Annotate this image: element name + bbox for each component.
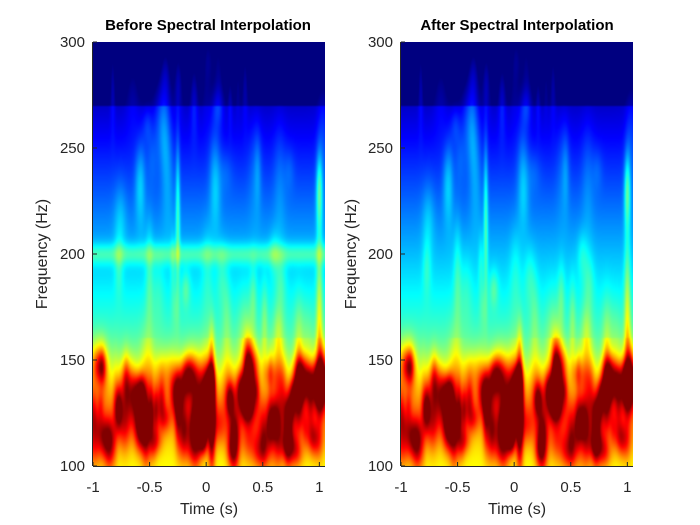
- panel-title: Before Spectral Interpolation: [105, 17, 311, 34]
- x-tick-label: -1: [394, 479, 407, 496]
- y-tick-label: 250: [368, 140, 393, 157]
- panel-before: Before Spectral Interpolation -1 -0.5 0 0.5…: [34, 17, 325, 518]
- axes: -1 -0.5 0 0.5 1 100 150 200 250 300: [60, 34, 325, 496]
- y-tick-label: 100: [368, 458, 393, 475]
- x-axis-label: Time (s): [488, 501, 546, 518]
- y-tick-label: 300: [368, 34, 393, 51]
- axes: -1 -0.5 0 0.5 1 100 150 200 250 300: [368, 34, 633, 496]
- x-tick-label: -0.5: [445, 479, 471, 496]
- y-tick-label: 150: [368, 352, 393, 369]
- x-tick-label: 0.5: [560, 479, 581, 496]
- y-tick-label: 300: [60, 34, 85, 51]
- x-axis-label: Time (s): [180, 501, 238, 518]
- y-axis-label: Frequency (Hz): [343, 199, 360, 309]
- spectrogram-image: [401, 42, 633, 466]
- y-tick-label: 100: [60, 458, 85, 475]
- x-tick-label: -0.5: [137, 479, 163, 496]
- panel-after: After Spectral Interpolation -1 -0.5 0 0.5 1…: [343, 17, 633, 518]
- panel-title: After Spectral Interpolation: [420, 17, 613, 34]
- x-tick-label: 1: [623, 479, 631, 496]
- y-axis-label: Frequency (Hz): [34, 199, 51, 309]
- spectrogram-image: [93, 42, 325, 466]
- x-tick-label: 0: [510, 479, 518, 496]
- y-tick-label: 200: [60, 246, 85, 263]
- y-tick-label: 150: [60, 352, 85, 369]
- y-tick-label: 200: [368, 246, 393, 263]
- x-tick-label: 1: [315, 479, 323, 496]
- y-tick-label: 250: [60, 140, 85, 157]
- x-tick-label: 0.5: [252, 479, 273, 496]
- x-tick-label: -1: [86, 479, 99, 496]
- x-tick-label: 0: [202, 479, 210, 496]
